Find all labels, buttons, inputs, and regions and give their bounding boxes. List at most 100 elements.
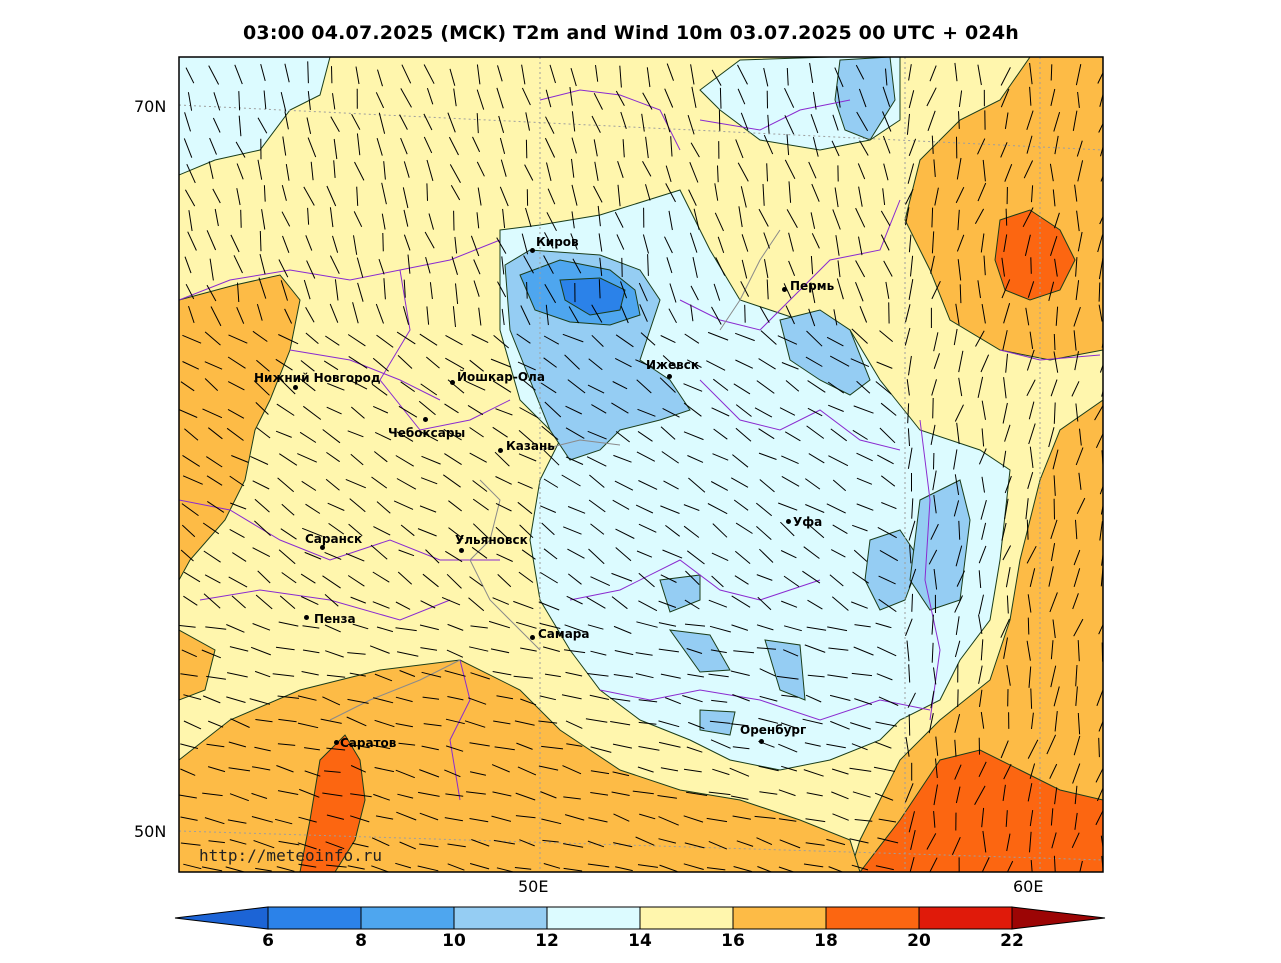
wind-barb (514, 720, 535, 726)
wind-barb (810, 114, 819, 134)
wind-barb (445, 357, 465, 370)
colorbar-segment (546, 906, 641, 930)
wind-barb (347, 575, 365, 587)
wind-barb (856, 477, 873, 485)
wind-barb (933, 495, 937, 514)
wind-barb (350, 406, 365, 419)
wind-barb (807, 599, 823, 610)
wind-barb (712, 768, 730, 776)
wind-barb (520, 698, 537, 706)
wind-barb (496, 87, 504, 109)
wind-barb (206, 456, 223, 468)
wind-barb (802, 570, 821, 584)
wind-barb (204, 378, 219, 391)
wind-barb (858, 236, 863, 256)
wind-barb (754, 815, 776, 819)
wind-barb (402, 187, 409, 209)
wind-barb (735, 359, 754, 369)
wind-barb (401, 64, 412, 84)
wind-barb (832, 524, 848, 535)
wind-barb (492, 426, 508, 438)
wind-barb (278, 621, 299, 627)
wind-barb (585, 718, 608, 723)
wind-barb (714, 212, 724, 232)
wind-barb (733, 650, 755, 654)
wind-barb (803, 546, 820, 559)
wind-barb (804, 742, 821, 747)
colorbar-tick-label: 6 (262, 931, 274, 951)
wind-barb (1027, 617, 1030, 635)
wind-barb (1048, 566, 1054, 587)
wind-barb (513, 675, 533, 679)
wind-barb (732, 454, 749, 468)
colorbar-tick-label: 8 (355, 931, 367, 951)
wind-barb (423, 723, 442, 727)
wind-barb (850, 358, 870, 368)
wind-barb (758, 208, 769, 227)
wind-barb (376, 501, 391, 514)
wind-barb (227, 819, 247, 824)
wind-barb (424, 231, 435, 249)
wind-barb (1002, 450, 1007, 468)
wind-barb (756, 837, 773, 846)
colorbar-segment (453, 906, 548, 930)
wind-barb (909, 856, 915, 872)
wind-barb (855, 282, 864, 302)
wind-barb (546, 212, 557, 232)
wind-barb (255, 402, 269, 415)
wind-barb (494, 746, 515, 751)
wind-barb (1002, 545, 1012, 561)
wind-barb (805, 356, 823, 367)
wind-barb (564, 814, 585, 821)
wind-barb (713, 283, 721, 301)
wind-barb (350, 815, 370, 823)
wind-barb (905, 304, 911, 323)
wind-barb (1053, 402, 1056, 424)
wind-barb (610, 721, 631, 726)
wind-barb (686, 550, 705, 565)
wind-barb (213, 92, 221, 111)
wind-barb (873, 766, 896, 772)
wind-barb (205, 626, 227, 630)
wind-barb (926, 833, 937, 850)
wind-barb (571, 211, 575, 229)
wind-barb (521, 87, 531, 106)
wind-barb (1073, 735, 1081, 756)
wind-barb (232, 552, 247, 562)
wind-barb (658, 741, 681, 748)
city-label-saratov: Саратов (340, 736, 397, 750)
wind-barb (662, 355, 679, 370)
wind-barb (759, 479, 775, 493)
wind-barb (261, 209, 266, 230)
wind-barb (249, 698, 271, 705)
wind-barb (282, 136, 287, 156)
wind-barb (229, 528, 245, 539)
wind-barb (1104, 184, 1105, 206)
wind-barb (277, 477, 295, 493)
wind-barb (539, 622, 561, 629)
wind-barb (708, 599, 728, 608)
wind-barb (1075, 63, 1082, 86)
wind-barb (1005, 567, 1011, 588)
wind-barb (398, 549, 415, 557)
wind-barb (851, 672, 873, 677)
wind-barb (1000, 740, 1009, 759)
wind-barb (326, 406, 342, 415)
wind-barb (615, 528, 635, 539)
wind-barb (854, 624, 871, 628)
wind-barb (256, 359, 270, 372)
wind-barb (1003, 637, 1008, 659)
wind-barb (683, 402, 702, 417)
wind-barb (1075, 686, 1078, 706)
wind-barb (683, 863, 704, 870)
wind-barb (834, 67, 844, 88)
wind-barb (425, 549, 440, 564)
wind-barb (514, 867, 532, 870)
wind-barb (420, 383, 438, 396)
wind-barb (659, 864, 678, 872)
wind-barb (256, 427, 271, 439)
wind-barb (519, 524, 534, 539)
wind-barb (1048, 427, 1055, 448)
wind-barb (1024, 234, 1031, 257)
wind-barb (325, 841, 345, 850)
